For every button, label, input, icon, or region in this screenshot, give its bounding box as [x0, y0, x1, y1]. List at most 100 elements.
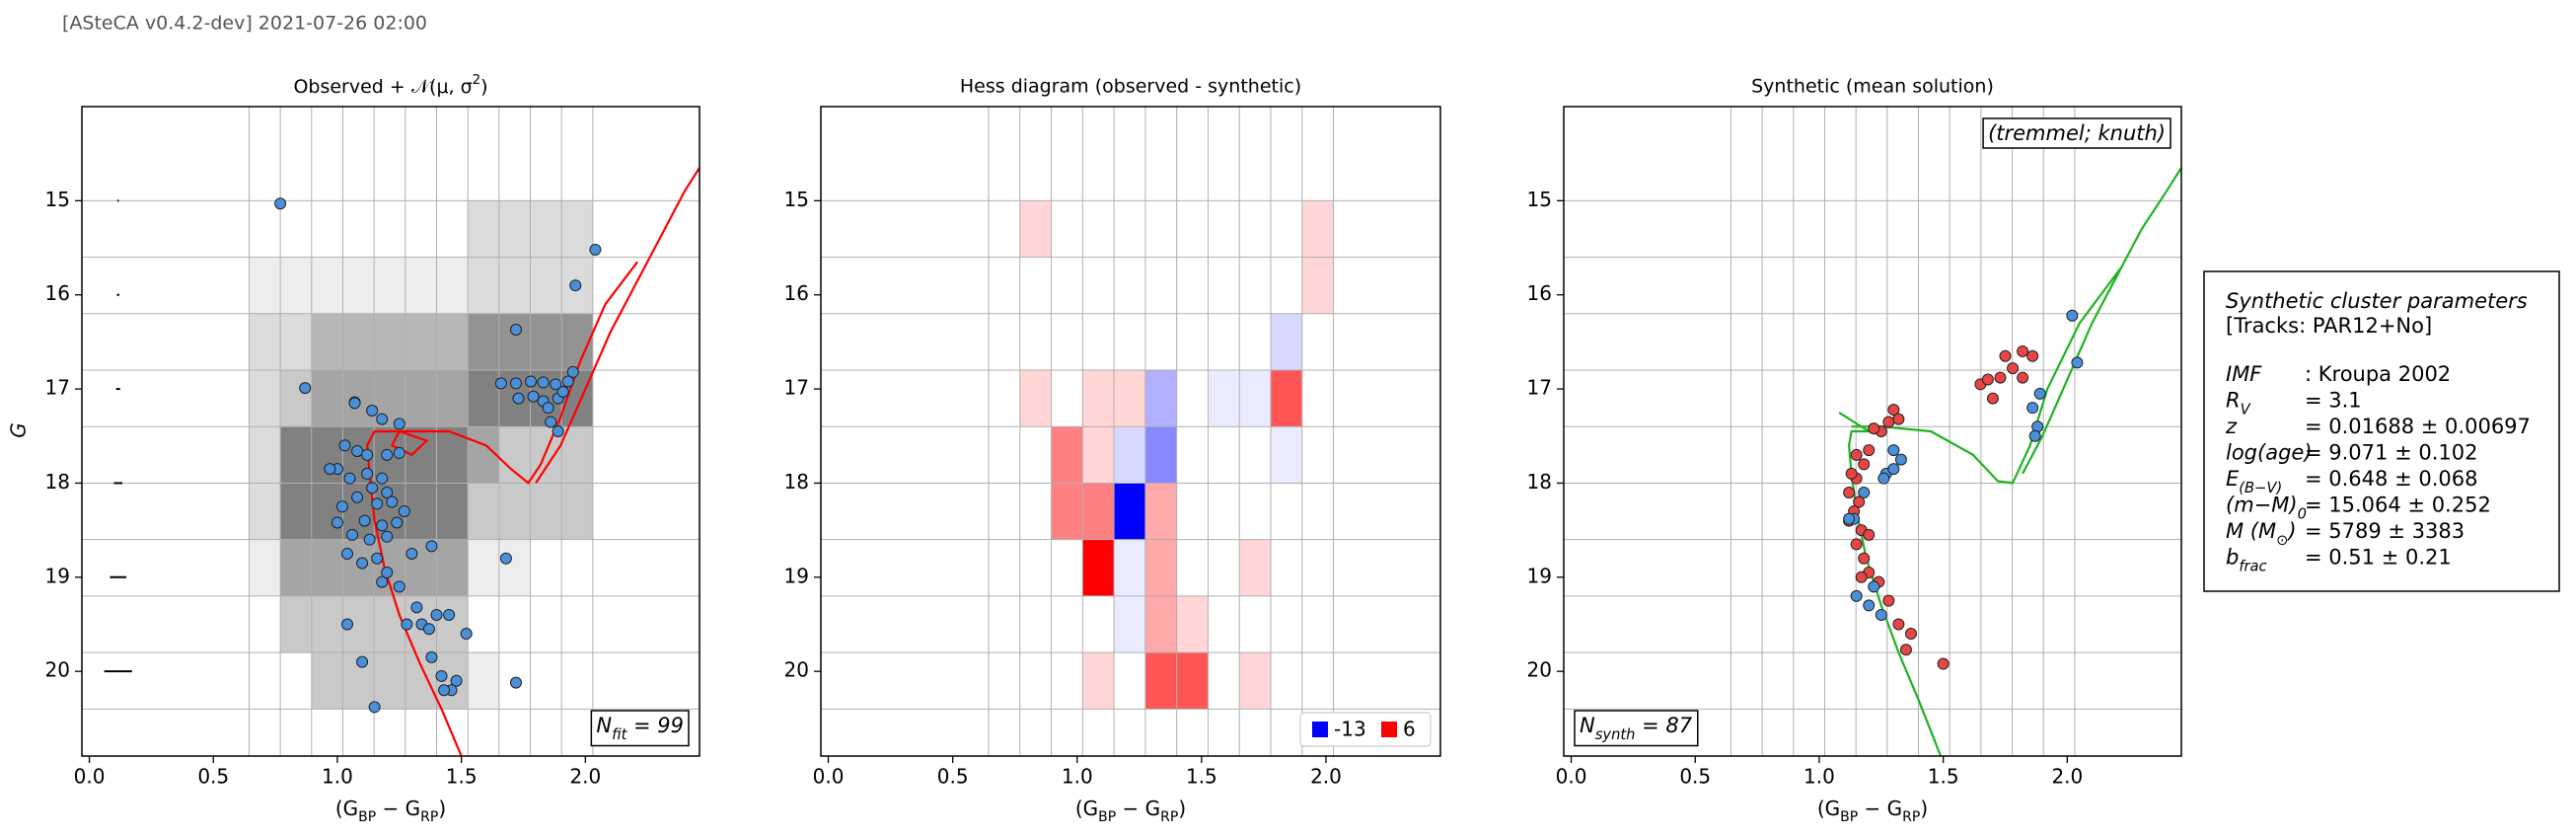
density-cell	[530, 483, 562, 540]
param-label-part: )	[2286, 519, 2296, 543]
star-point	[1887, 444, 1900, 457]
x-tick-label: 2.0	[2051, 765, 2083, 789]
param-label-part: IMF	[2226, 362, 2262, 386]
param-label-part: z	[2225, 415, 2238, 438]
density-cell	[249, 595, 281, 653]
param-label-part: M (M	[2226, 519, 2276, 543]
params-box	[2203, 270, 2560, 592]
density-cell	[311, 200, 343, 258]
star-point	[1863, 599, 1876, 612]
density-cell	[436, 483, 469, 540]
density-cell	[498, 257, 531, 314]
density-cell	[374, 595, 405, 653]
density-cell	[405, 257, 437, 314]
star-point	[398, 505, 410, 518]
star-point	[1894, 453, 1907, 466]
star-point	[381, 567, 394, 579]
x-axis-label-part: RP	[1160, 809, 1178, 825]
density-cell	[561, 483, 593, 540]
density-cell	[436, 426, 469, 484]
x-axis-label-part: − G	[1116, 797, 1160, 820]
density-cell	[468, 483, 499, 540]
legend-swatch	[1381, 722, 1397, 737]
y-tick-label: 15	[784, 188, 809, 211]
star-point	[361, 448, 374, 461]
star-point	[1887, 463, 1900, 476]
annotation-box	[590, 710, 690, 747]
star-point	[1892, 413, 1905, 425]
hess-cell	[1114, 426, 1145, 484]
hess-cell	[1114, 483, 1145, 540]
isochrone	[1838, 167, 2181, 756]
star-point	[542, 402, 554, 415]
star-point	[430, 608, 443, 621]
param-value: = 0.51 ± 0.21	[2305, 546, 2452, 570]
hess-cell	[1082, 426, 1115, 484]
y-tick-label: 15	[1527, 188, 1552, 211]
param-label-part: (m−M)	[2226, 494, 2298, 517]
star-point	[443, 608, 456, 621]
annotation-box	[1982, 117, 2171, 149]
density-cell	[436, 200, 469, 258]
x-tick-label: 0.5	[1679, 765, 1711, 789]
x-tick-label: 0.0	[74, 765, 106, 789]
y-tick-label: 16	[784, 281, 809, 305]
param-label-part: ⊙	[2276, 532, 2288, 549]
star-point	[1868, 580, 1880, 593]
star-point	[405, 547, 418, 560]
annotation-part: = 99	[626, 714, 684, 737]
star-point	[361, 467, 374, 480]
hess-cell	[1114, 370, 1145, 427]
density-cell	[280, 652, 312, 710]
density-cell	[311, 257, 343, 314]
star-point	[343, 472, 356, 485]
x-axis-label-part: BP	[1098, 809, 1116, 825]
density-cell	[530, 652, 562, 710]
density-cell	[561, 426, 593, 484]
hess-cell	[1270, 370, 1302, 427]
hess-cell	[1301, 200, 1334, 258]
chart-title-part: )	[480, 76, 487, 98]
star-point	[371, 552, 384, 565]
density-cell	[436, 370, 469, 427]
x-tick-label: 1.5	[1928, 765, 1959, 789]
density-cell	[342, 200, 375, 258]
param-label-part: frac	[2239, 558, 2266, 574]
density-cell	[311, 652, 343, 710]
hess-cell	[1208, 370, 1240, 427]
density-cell	[249, 539, 281, 596]
density-cell	[249, 426, 281, 484]
x-axis-label-part: BP	[358, 809, 376, 825]
x-axis-label-part: (G	[1817, 797, 1840, 820]
star-point	[1882, 416, 1895, 428]
plot-area	[821, 107, 1440, 756]
x-tick-label: 2.0	[569, 765, 601, 789]
density-cell	[530, 595, 562, 653]
hess-cell	[1239, 652, 1271, 710]
star-point	[371, 497, 384, 510]
density-cell	[374, 313, 405, 371]
density-cell	[468, 652, 499, 710]
star-point	[356, 557, 369, 570]
star-point	[335, 500, 348, 513]
density-cell	[374, 257, 405, 314]
hess-cell	[1082, 539, 1115, 596]
y-tick-label: 20	[45, 658, 70, 682]
hess-cell	[1144, 370, 1177, 427]
x-axis-label-part: RP	[420, 809, 438, 825]
density-cell	[311, 370, 343, 427]
hess-cell	[1176, 595, 1209, 653]
annotation-part: N	[1580, 714, 1595, 737]
x-axis-label-part: )	[438, 797, 446, 820]
y-tick-label: 20	[1527, 658, 1552, 682]
star-point	[386, 495, 399, 508]
star-point	[1843, 486, 1856, 498]
star-point	[299, 382, 312, 395]
density-cell	[530, 539, 562, 596]
star-point	[1877, 472, 1890, 485]
density-cell	[280, 370, 312, 427]
star-point	[1863, 444, 1876, 457]
star-point	[393, 580, 405, 593]
chart-title-part: Observed + 𝒩(μ, σ	[293, 76, 472, 98]
legend-label: 6	[1403, 718, 1416, 741]
